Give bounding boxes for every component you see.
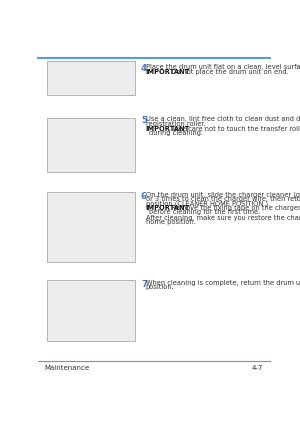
Text: 4: 4 [141,64,147,73]
Text: Do not place the drum unit on end.: Do not place the drum unit on end. [169,69,289,75]
Bar [47,61,135,95]
Text: position (CLEANER HOME POSITION ).: position (CLEANER HOME POSITION ). [146,200,270,207]
Text: Remove the fixing tape on the charger cleaner: Remove the fixing tape on the charger cl… [169,205,300,211]
Text: position.: position. [146,284,174,290]
Text: registration roller.: registration roller. [146,121,206,127]
Text: Maintenance: Maintenance [44,366,90,371]
Text: After cleaning, make sure you restore the charger cleaner to its: After cleaning, make sure you restore th… [146,215,300,221]
Text: during cleaning.: during cleaning. [149,130,203,136]
Bar [47,280,135,340]
Text: IMPORTANT: IMPORTANT [146,69,190,75]
Text: On the drum unit, slide the charger cleaner (green) back and forth 2: On the drum unit, slide the charger clea… [146,192,300,198]
Text: 4-7: 4-7 [252,366,263,371]
Text: home position.: home position. [146,219,196,225]
Text: 6: 6 [141,192,147,201]
Text: When cleaning is complete, return the drum unit to the original: When cleaning is complete, return the dr… [146,280,300,286]
Text: Take care not to touch the transfer roller (black): Take care not to touch the transfer roll… [169,126,300,132]
Text: before cleaning for the first time.: before cleaning for the first time. [149,210,260,215]
Text: IMPORTANT: IMPORTANT [146,205,190,211]
Text: 5: 5 [141,116,147,125]
Bar [47,192,135,262]
Bar [47,118,135,172]
Text: or 3 times to clean the charger wire, then return it to its original: or 3 times to clean the charger wire, th… [146,196,300,202]
Text: 7: 7 [141,280,147,289]
Text: IMPORTANT: IMPORTANT [146,126,190,132]
Text: Place the drum unit flat on a clean, level surface.: Place the drum unit flat on a clean, lev… [146,64,300,70]
Text: Use a clean, lint free cloth to clean dust and dirt away from the metal: Use a clean, lint free cloth to clean du… [146,116,300,122]
